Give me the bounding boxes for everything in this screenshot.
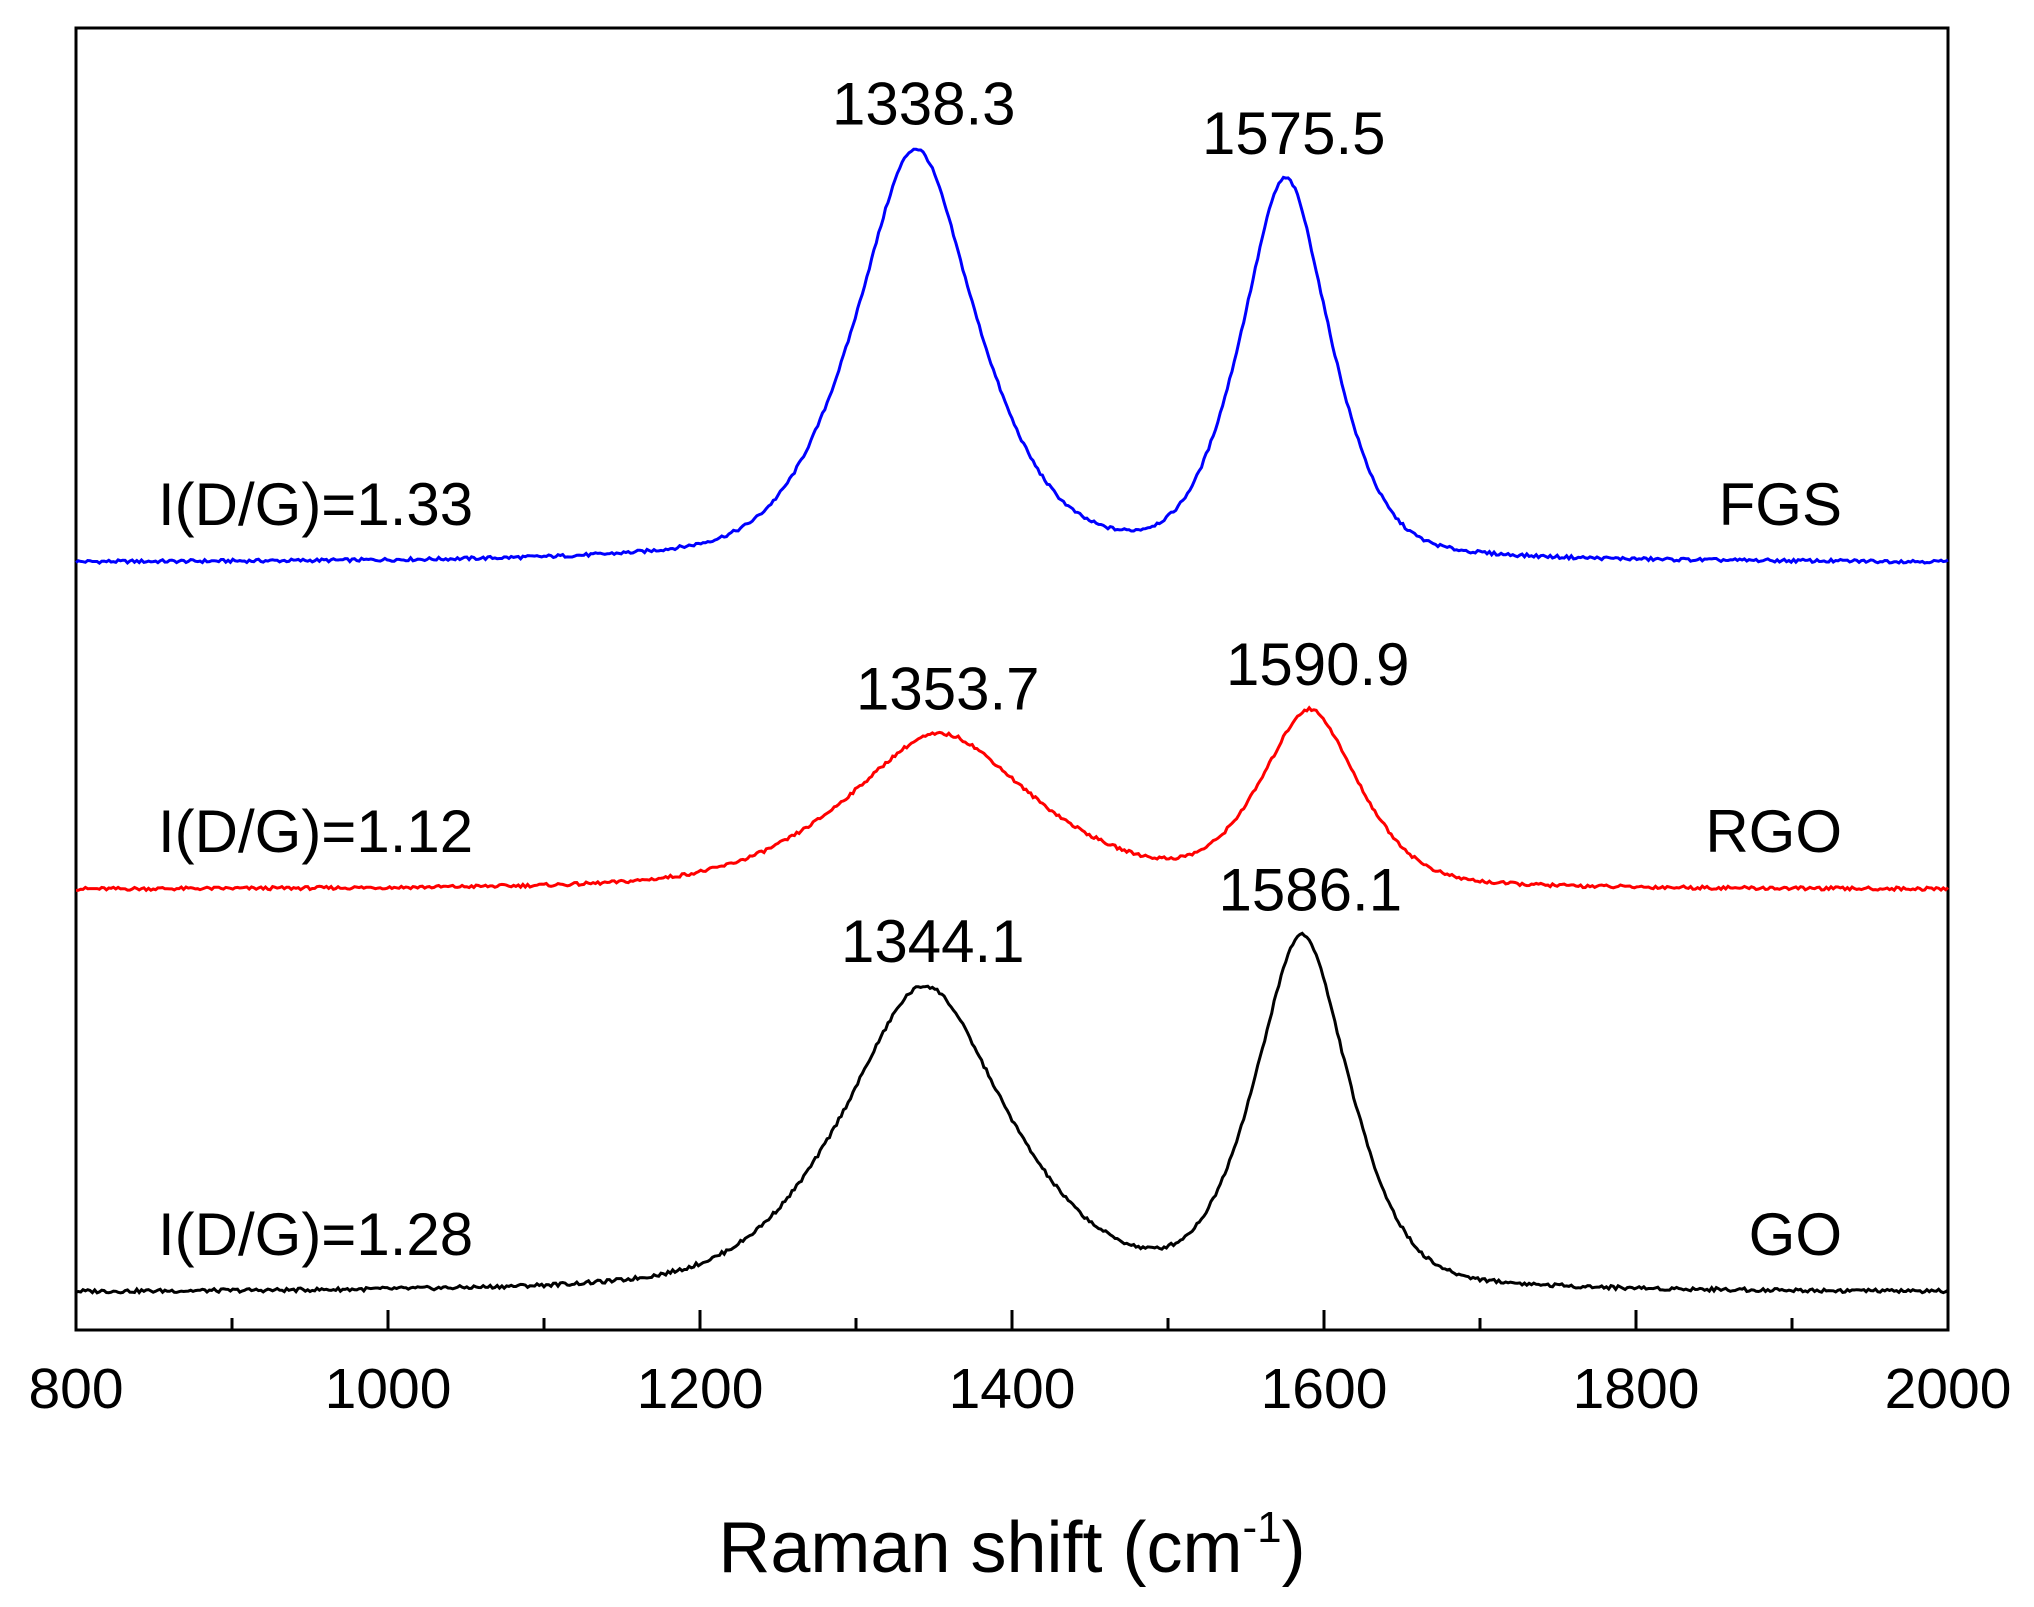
series-line-fgs — [75, 147, 1949, 565]
x-tick-label-2000: 2000 — [1885, 1357, 2012, 1421]
x-tick-label-1400: 1400 — [949, 1357, 1076, 1421]
x-axis-title: Raman shift (cm-1) — [718, 1503, 1305, 1588]
series-line-rgo — [75, 705, 1950, 893]
series-line-go — [75, 931, 1949, 1295]
x-tick-label-1200: 1200 — [637, 1357, 764, 1421]
ratio-label-rgo: I(D/G)=1.12 — [158, 798, 473, 865]
series-label-rgo: RGO — [1705, 798, 1842, 865]
peak-label-fgs-g: 1575.5 — [1202, 100, 1386, 167]
series-label-fgs: FGS — [1719, 471, 1842, 538]
x-tick-label-800: 800 — [28, 1357, 123, 1421]
x-tick-label-1000: 1000 — [325, 1357, 452, 1421]
peak-label-fgs-d: 1338.3 — [832, 71, 1016, 138]
ratio-label-fgs: I(D/G)=1.33 — [158, 471, 473, 538]
x-axis: 800 1000 1200 1400 1600 1800 2000 — [28, 1310, 2011, 1421]
series-layer — [75, 147, 1950, 1295]
ratio-label-go: I(D/G)=1.28 — [158, 1201, 473, 1268]
annotations-layer: 1338.3 1575.5 I(D/G)=1.33 FGS 1353.7 1590.9 I(… — [158, 71, 1842, 1268]
peak-label-go-d: 1344.1 — [841, 908, 1025, 975]
x-tick-label-1600: 1600 — [1261, 1357, 1388, 1421]
x-tick-label-1800: 1800 — [1573, 1357, 1700, 1421]
peak-label-rgo-g: 1590.9 — [1226, 631, 1410, 698]
peak-label-rgo-d: 1353.7 — [856, 656, 1040, 723]
peak-label-go-g: 1586.1 — [1219, 856, 1403, 923]
series-label-go: GO — [1749, 1201, 1842, 1268]
x-axis-title-superscript: -1 — [1243, 1503, 1282, 1552]
